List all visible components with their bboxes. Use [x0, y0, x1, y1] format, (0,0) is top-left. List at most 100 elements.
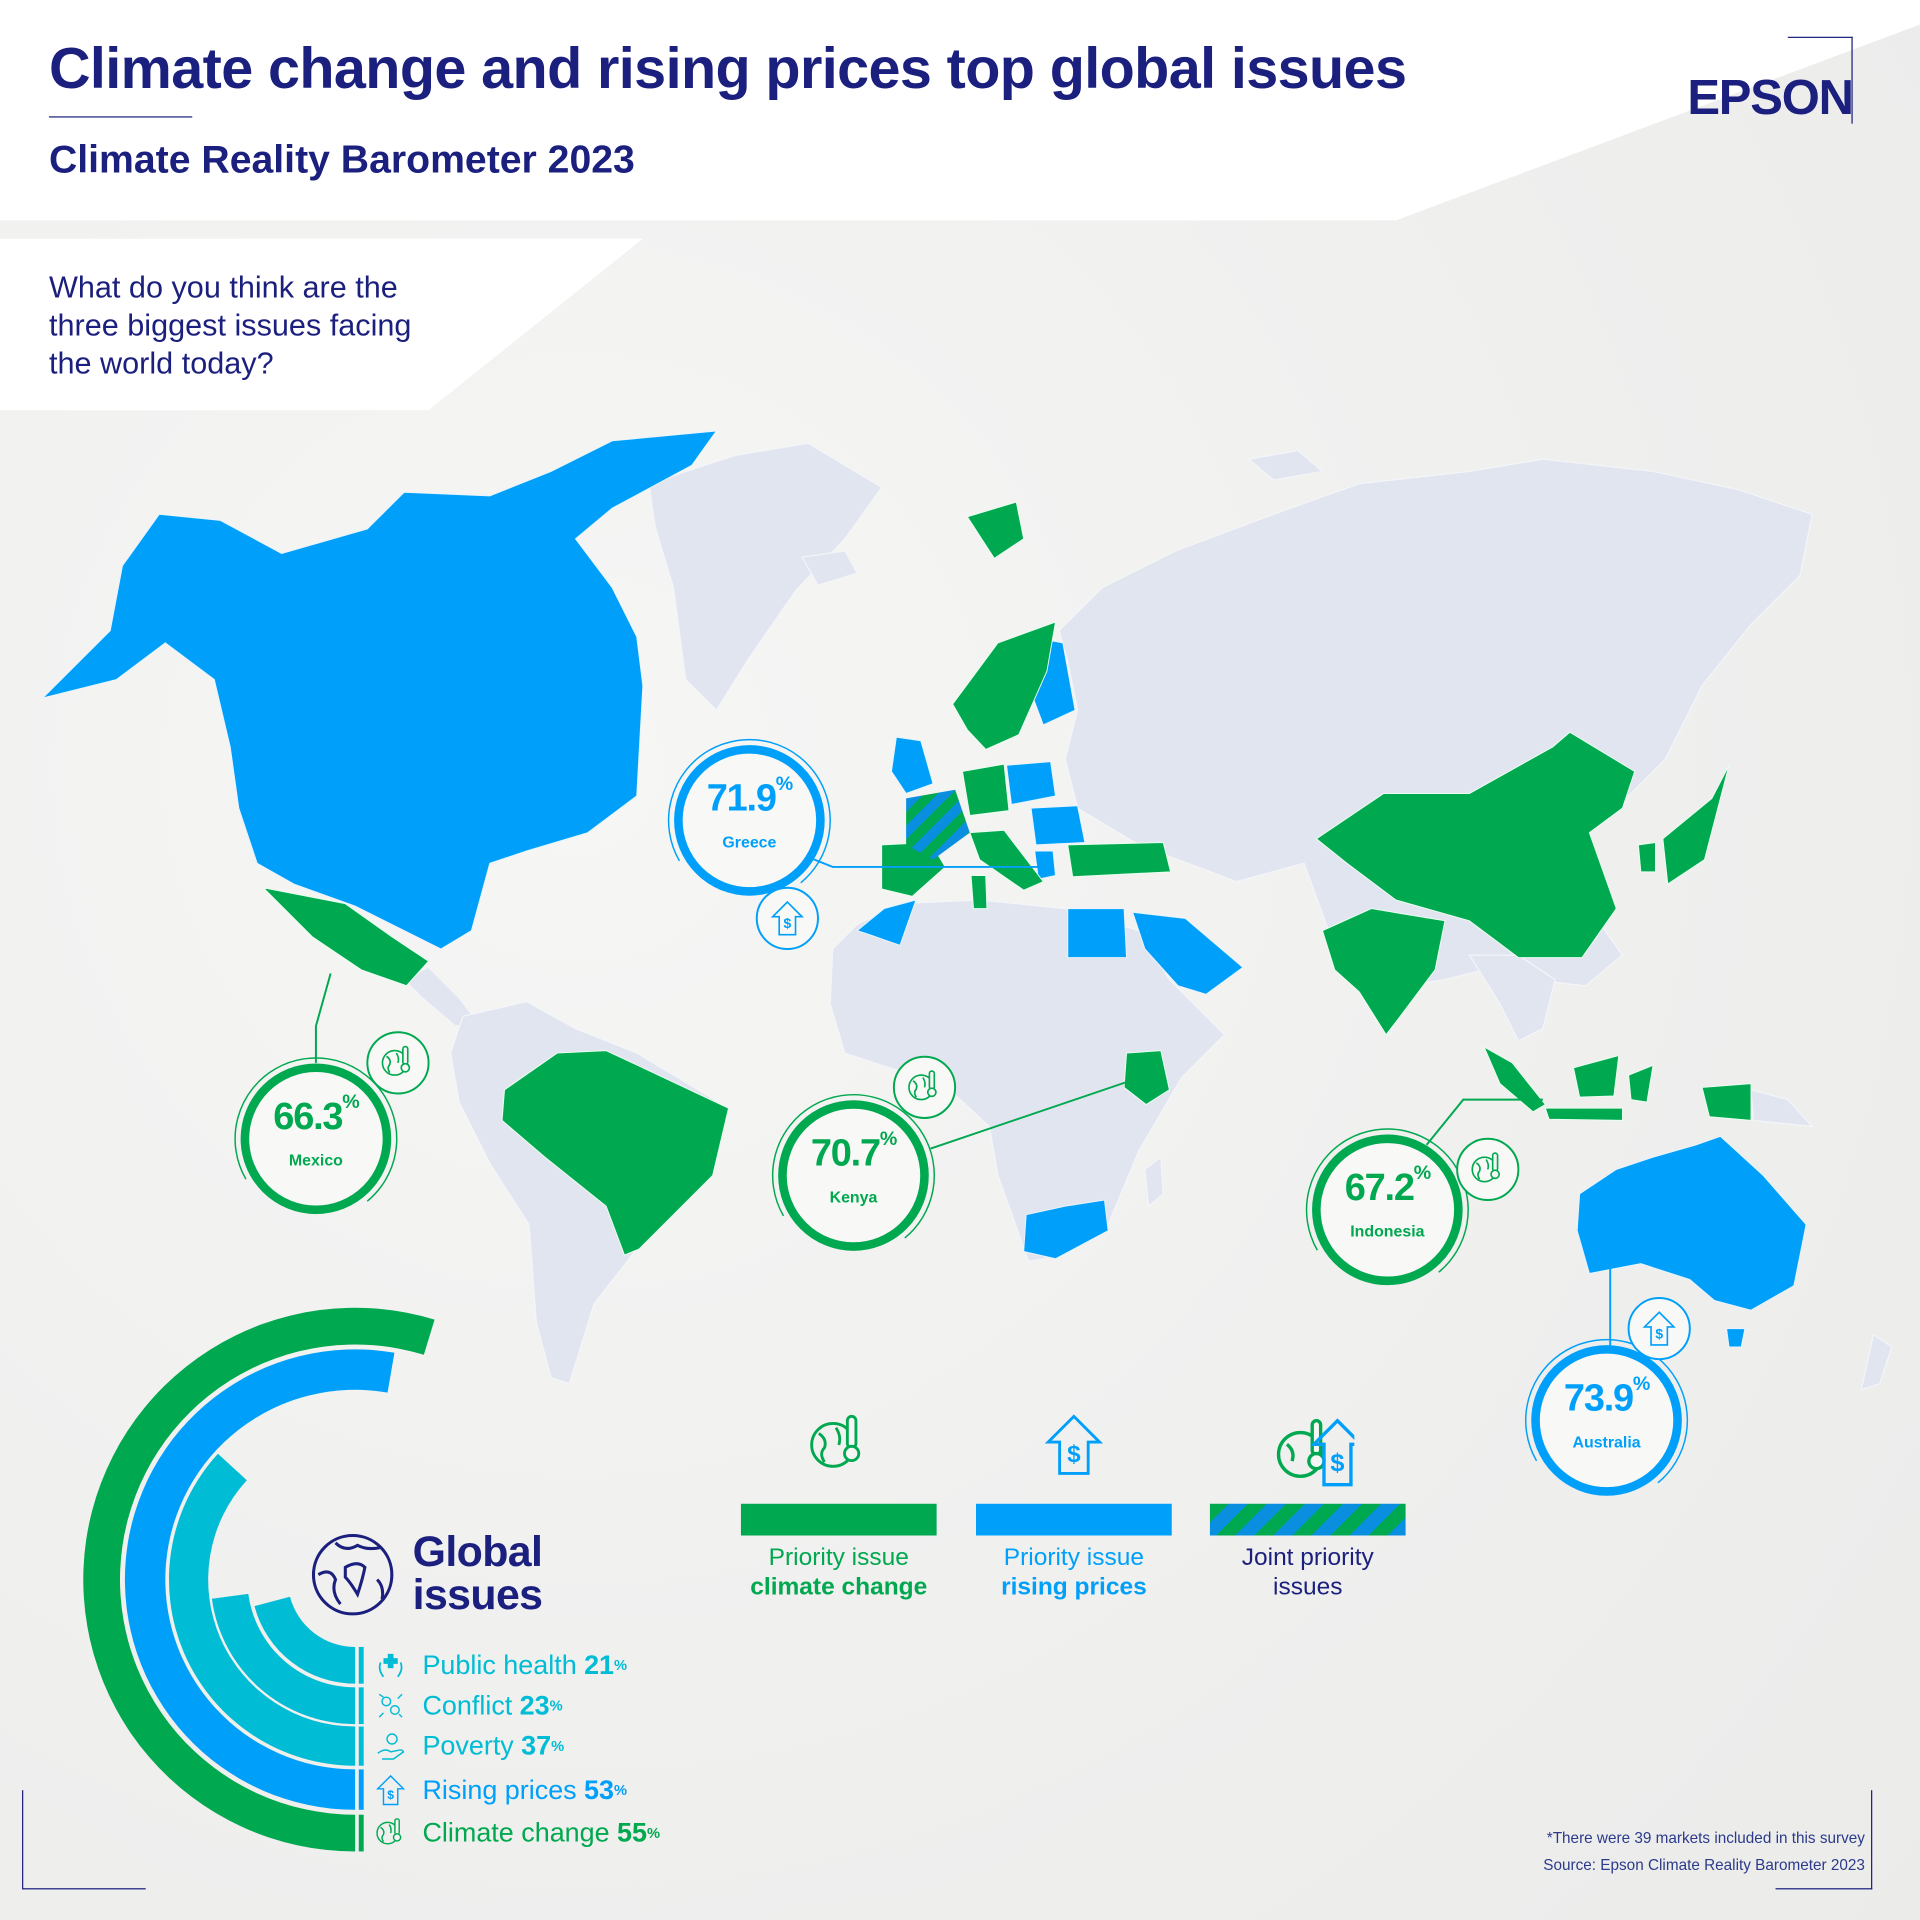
global-issues-title: Global issues — [413, 1531, 543, 1617]
legend-icon — [804, 1411, 873, 1486]
callout-country: Indonesia — [1350, 1222, 1425, 1241]
legend-label: Priority issue rising prices — [970, 1543, 1178, 1602]
kenya — [1123, 1050, 1170, 1106]
balkans — [1030, 805, 1086, 846]
corner-mark-bottom-right — [1775, 1790, 1873, 1890]
callout-country: Mexico — [288, 1151, 343, 1170]
rising-prices-icon: $ — [770, 900, 805, 936]
row-divider — [358, 1687, 364, 1725]
issue-unit: % — [551, 1737, 565, 1755]
radial-bar-conflict — [211, 1593, 356, 1725]
rising-prices-icon: $ — [1044, 1414, 1104, 1475]
header-panel — [0, 0, 1920, 221]
legend-icon: $ — [1040, 1411, 1109, 1486]
climate-change-icon — [810, 1414, 861, 1468]
legend-swatch — [740, 1503, 937, 1536]
radial-bar-public-health — [254, 1596, 356, 1684]
conflict-icon — [378, 1693, 403, 1718]
mexico — [261, 886, 430, 987]
callout-country: Australia — [1572, 1432, 1641, 1452]
new-guinea-east — [1750, 1088, 1814, 1128]
issue-value: 53 — [584, 1773, 614, 1805]
south-africa — [1023, 1199, 1109, 1260]
callout-icon: $ — [1640, 1309, 1679, 1354]
callout-outer-ring — [1524, 1338, 1689, 1502]
svg-text:$: $ — [1330, 1449, 1344, 1477]
issue-label: Conflict — [422, 1689, 513, 1721]
callout-ring — [674, 745, 825, 896]
china — [1315, 731, 1636, 959]
climate-change-icon — [376, 1818, 402, 1845]
callout-number: 66.3 — [273, 1094, 343, 1138]
callout-greece — [667, 738, 831, 950]
callout-unit: % — [342, 1092, 359, 1114]
callout-connectors — [314, 856, 1612, 1347]
public-health-icon — [378, 1653, 403, 1678]
saudi-arabia — [1131, 911, 1244, 995]
issue-label: Public health — [422, 1649, 577, 1681]
legend-label: Joint priority issues — [1204, 1543, 1412, 1602]
issue-row: $ Rising prices 53% — [373, 1771, 627, 1808]
callout-icon — [905, 1068, 944, 1113]
issue-label: Rising prices — [422, 1773, 577, 1805]
kenya-connector — [930, 1079, 1133, 1150]
issue-unit: % — [613, 1781, 628, 1799]
rising-prices-icon: $ — [1642, 1311, 1676, 1346]
issue-value: 55 — [616, 1817, 647, 1848]
sumatra — [1483, 1045, 1547, 1113]
issue-unit: % — [614, 1656, 628, 1674]
legend-label-line1: Joint priority — [1241, 1544, 1374, 1572]
epson-logo: EPSON — [1687, 71, 1854, 125]
legend-label-line1: Priority issue — [768, 1544, 909, 1572]
sulawesi — [1628, 1064, 1654, 1103]
legend-swatch — [975, 1503, 1172, 1536]
tunisia — [970, 875, 988, 910]
legend-label-line2: rising prices — [1001, 1573, 1147, 1601]
borneo — [1572, 1054, 1620, 1098]
java — [1544, 1107, 1623, 1121]
issue-row: Poverty 37% — [373, 1728, 564, 1765]
india — [1321, 908, 1446, 1036]
issue-value: 23 — [519, 1689, 550, 1721]
callout-icon-badge — [1456, 1137, 1520, 1201]
callout-australia — [1524, 1296, 1691, 1502]
callout-icon-badge — [1627, 1296, 1691, 1361]
australia — [1576, 1135, 1807, 1311]
brazil — [501, 1050, 730, 1256]
global-issues-title-line2: issues — [412, 1571, 543, 1619]
callout-value: 71.9% — [664, 774, 835, 820]
callout-ring — [1312, 1134, 1463, 1286]
row-divider — [358, 1814, 364, 1852]
issue-row: Climate change 55% — [373, 1815, 660, 1852]
page-title: Climate change and rising prices top glo… — [48, 35, 1407, 101]
egypt — [1067, 908, 1128, 959]
callout-country: Greece — [722, 832, 777, 852]
callout-icon — [378, 1043, 417, 1088]
row-divider — [358, 1726, 364, 1766]
callout-mexico — [234, 1031, 430, 1221]
south-korea — [1637, 841, 1657, 873]
issue-row: Public health 21% — [373, 1647, 627, 1684]
greece — [1034, 850, 1057, 880]
callout-number: 67.2 — [1344, 1165, 1415, 1209]
svg-text:$: $ — [1655, 1325, 1663, 1341]
callout-unit: % — [1632, 1373, 1650, 1395]
legend-label-line1: Priority issue — [1003, 1544, 1144, 1572]
corner-mark-top-right — [1787, 36, 1853, 124]
arctic-islands — [1247, 449, 1324, 481]
iceland — [801, 550, 859, 587]
svalbard — [966, 501, 1025, 560]
callout-icon-badge — [892, 1055, 957, 1119]
global-issues-title-line1: Global — [412, 1528, 543, 1576]
corner-mark-bottom-left — [22, 1790, 146, 1890]
callout-value: 70.7% — [768, 1129, 939, 1175]
new-zealand — [1860, 1333, 1893, 1391]
issue-value: 21 — [584, 1649, 615, 1681]
callout-icon-badge — [366, 1031, 430, 1095]
mexico-connector — [314, 973, 332, 1063]
title-divider — [48, 116, 193, 118]
issue-row: Conflict 23% — [373, 1687, 563, 1724]
